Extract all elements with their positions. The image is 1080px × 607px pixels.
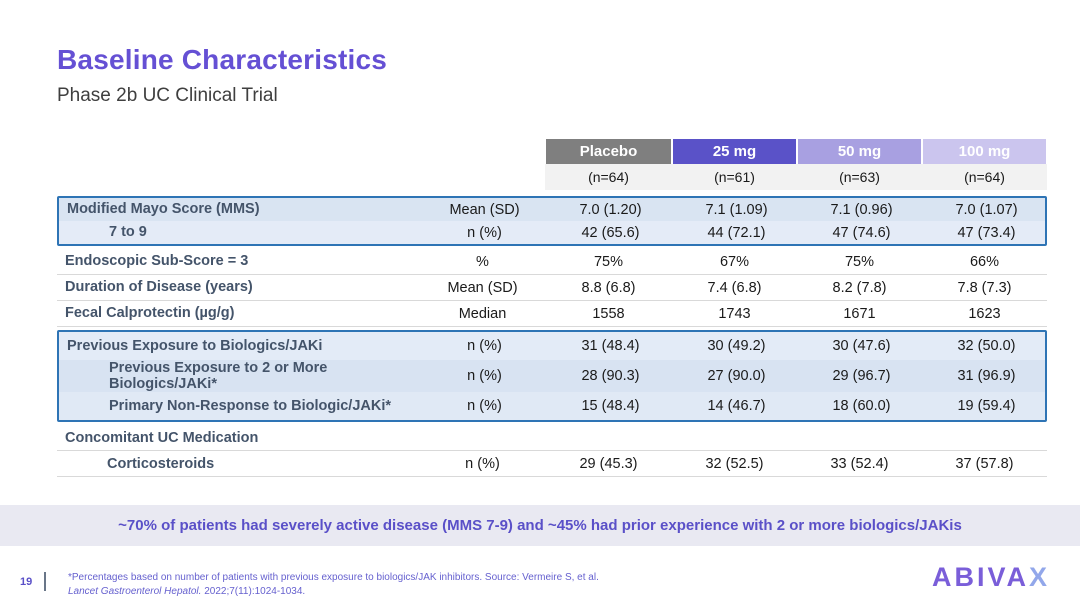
key-takeaway-text: ~70% of patients had severely active dis… (118, 517, 962, 534)
row-stat: Median (458, 305, 507, 322)
row-stat: n (%) (467, 224, 502, 241)
column-header-placebo: Placebo (546, 139, 671, 164)
row-value: 1558 (592, 305, 625, 322)
row-value: 30 (47.6) (832, 338, 891, 354)
row-value: 29 (96.7) (832, 368, 891, 385)
row-stat: n (%) (467, 338, 502, 354)
row-value: 30 (49.2) (707, 338, 766, 354)
footnote-line-1: *Percentages based on number of patients… (68, 572, 599, 583)
table-row-primary-non-response: Primary Non-Response to Biologic/JAKi* n… (59, 392, 1045, 421)
page-subtitle: Phase 2b UC Clinical Trial (57, 85, 278, 106)
row-value: 29 (45.3) (579, 455, 638, 472)
n-50mg: (n=63) (797, 164, 922, 190)
row-value: 8.2 (7.8) (832, 279, 887, 296)
table-row-fecal-calprotectin: Fecal Calprotectin (µg/g) Median 1558 17… (57, 301, 1047, 327)
row-label: Concomitant UC Medication (65, 429, 259, 446)
table-row-prev-exposure: Previous Exposure to Biologics/JAKi n (%… (59, 332, 1045, 360)
footnote-citation: 2022;7(11):1024-1034. (201, 585, 306, 597)
key-takeaway-banner: ~70% of patients had severely active dis… (0, 505, 1080, 546)
row-value: 7.0 (1.20) (579, 201, 642, 218)
row-value: 1743 (718, 305, 751, 322)
footnote: *Percentages based on number of patients… (68, 571, 599, 598)
n-100mg: (n=64) (922, 164, 1047, 190)
row-value: 18 (60.0) (832, 398, 891, 415)
abivax-logo: ABIVAX (932, 562, 1050, 593)
row-value: 67% (719, 253, 750, 270)
column-header-100mg: 100 mg (923, 139, 1046, 164)
row-value: 15 (48.4) (581, 398, 640, 415)
row-value: 75% (844, 253, 875, 270)
row-value: 7.1 (0.96) (830, 201, 893, 218)
row-value: 7.1 (1.09) (705, 201, 768, 218)
row-stat: n (%) (465, 455, 500, 472)
table-n-row: (n=64) (n=61) (n=63) (n=64) (57, 164, 1047, 190)
highlight-box-mms: Modified Mayo Score (MMS) Mean (SD) 7.0 … (57, 196, 1047, 246)
row-label: Previous Exposure to 2 or More Biologics… (109, 360, 328, 393)
row-value: 42 (65.6) (581, 224, 640, 241)
row-value: 7.0 (1.07) (955, 201, 1018, 218)
column-header-25mg: 25 mg (673, 139, 796, 164)
row-value: 8.8 (6.8) (581, 279, 636, 296)
row-value: 31 (48.4) (581, 338, 640, 354)
table-row-concomitant-medication: Concomitant UC Medication (57, 425, 1047, 452)
row-label: Primary Non-Response to Biologic/JAKi* (109, 398, 391, 415)
row-stat: Mean (SD) (447, 279, 518, 296)
row-value: 14 (46.7) (707, 398, 766, 415)
page-number: 19 (20, 575, 33, 588)
table-row-prev-exposure-2-or-more: Previous Exposure to 2 or More Biologics… (59, 360, 1045, 393)
table-row-duration: Duration of Disease (years) Mean (SD) 8.… (57, 275, 1047, 301)
row-value: 32 (52.5) (705, 455, 764, 472)
row-value: 37 (57.8) (955, 455, 1014, 472)
page-number-block: 19 (20, 572, 47, 591)
row-value: 28 (90.3) (581, 368, 640, 385)
table-row-mms: Modified Mayo Score (MMS) Mean (SD) 7.0 … (59, 198, 1045, 221)
row-stat: % (476, 253, 489, 270)
row-value: 75% (593, 253, 624, 270)
row-value: 44 (72.1) (707, 224, 766, 241)
row-stat: Mean (SD) (449, 201, 520, 218)
footer-divider (44, 572, 47, 591)
row-label: Corticosteroids (107, 455, 215, 472)
row-value: 47 (73.4) (957, 224, 1016, 241)
table-row-corticosteroids: Corticosteroids n (%) 29 (45.3) 32 (52.5… (57, 451, 1047, 478)
table-row-endoscopic: Endoscopic Sub-Score = 3 % 75% 67% 75% 6… (57, 249, 1047, 275)
row-stat: n (%) (467, 398, 502, 415)
row-label: Modified Mayo Score (MMS) (67, 201, 260, 218)
baseline-characteristics-table: Placebo 25 mg 50 mg 100 mg (n=64) (n=61)… (57, 139, 1047, 478)
abivax-logo-x: X (1028, 562, 1050, 592)
row-value: 7.4 (6.8) (707, 279, 762, 296)
column-header-50mg: 50 mg (798, 139, 921, 164)
row-value: 66% (969, 253, 1000, 270)
page-title: Baseline Characteristics (57, 44, 388, 75)
row-value: 7.8 (7.3) (957, 279, 1012, 296)
row-label: 7 to 9 (109, 224, 147, 241)
row-value: 31 (96.9) (957, 368, 1016, 385)
n-placebo: (n=64) (545, 164, 672, 190)
row-label: Previous Exposure to Biologics/JAKi (67, 337, 323, 354)
row-label: Endoscopic Sub-Score = 3 (65, 253, 249, 270)
highlight-box-previous-exposure: Previous Exposure to Biologics/JAKi n (%… (57, 330, 1047, 423)
row-value: 19 (59.4) (957, 398, 1016, 415)
footnote-journal: Lancet Gastroenterol Hepatol. (68, 585, 202, 597)
footnote-line-2: Lancet Gastroenterol Hepatol. 2022;7(11)… (68, 585, 599, 599)
row-value: 1623 (968, 305, 1001, 322)
row-value: 1671 (843, 305, 876, 322)
table-column-header-row: Placebo 25 mg 50 mg 100 mg (57, 139, 1047, 164)
row-value: 47 (74.6) (832, 224, 891, 241)
row-value: 32 (50.0) (957, 338, 1016, 354)
abivax-logo-main: ABIVA (931, 562, 1029, 592)
slide-header: Baseline Characteristics Phase 2b UC Cli… (57, 44, 387, 107)
row-label: Fecal Calprotectin (µg/g) (65, 305, 235, 322)
row-stat: n (%) (467, 368, 502, 385)
row-value: 27 (90.0) (707, 368, 766, 385)
row-value: 33 (52.4) (830, 455, 889, 472)
n-25mg: (n=61) (672, 164, 797, 190)
table-row-7to9: 7 to 9 n (%) 42 (65.6) 44 (72.1) 47 (74.… (59, 221, 1045, 244)
row-label: Duration of Disease (years) (65, 279, 253, 296)
